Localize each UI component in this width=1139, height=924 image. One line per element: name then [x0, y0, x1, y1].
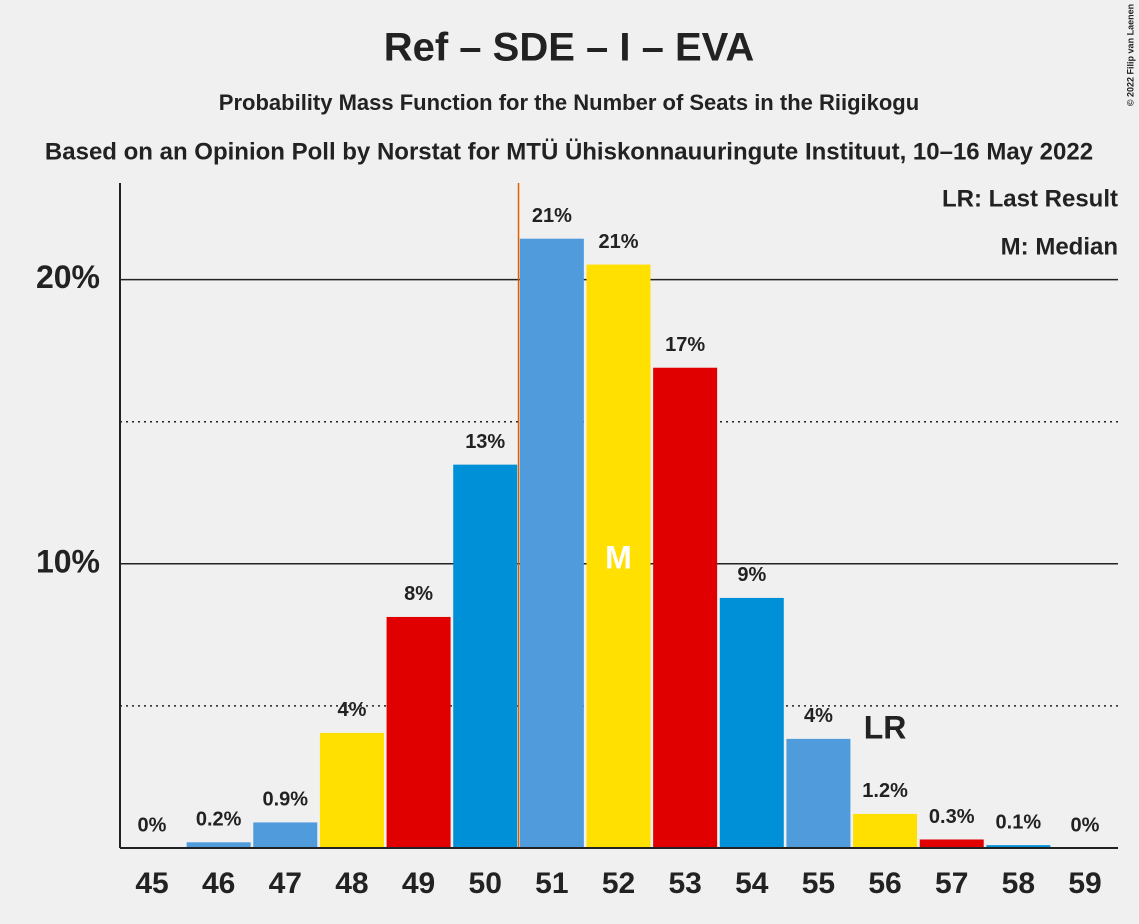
value-label: 0.9%	[262, 789, 308, 811]
bar	[186, 842, 251, 848]
x-tick-label: 45	[135, 867, 168, 900]
legend-entry: M: Median	[1001, 233, 1118, 260]
bar	[453, 464, 518, 848]
value-label: 1.2%	[862, 780, 908, 802]
x-tick-label: 49	[402, 867, 435, 900]
last-result-marker: LR	[864, 709, 907, 745]
x-tick-label: 57	[935, 867, 968, 900]
value-label: 0.1%	[996, 811, 1042, 833]
bar	[586, 264, 651, 848]
value-label: 4%	[337, 699, 366, 721]
value-label: 21%	[598, 231, 638, 253]
x-tick-label: 48	[335, 867, 368, 900]
x-tick-label: 58	[1002, 867, 1035, 900]
bar	[519, 238, 584, 848]
bar	[386, 616, 451, 848]
bar	[319, 732, 384, 848]
copyright: © 2022 Filip van Laenen	[1125, 4, 1135, 106]
x-tick-label: 52	[602, 867, 635, 900]
bar	[919, 839, 984, 848]
y-tick-label: 10%	[36, 543, 100, 579]
y-tick-label: 20%	[36, 259, 100, 295]
x-tick-label: 50	[469, 867, 502, 900]
chart-source: Based on an Opinion Poll by Norstat for …	[45, 138, 1093, 165]
x-tick-label: 51	[535, 867, 568, 900]
value-label: 13%	[465, 431, 505, 453]
median-marker: M	[605, 539, 632, 575]
x-tick-label: 47	[269, 867, 302, 900]
chart-title: Ref – SDE – I – EVA	[384, 26, 755, 70]
x-tick-label: 53	[668, 867, 701, 900]
legend-entry: LR: Last Result	[942, 185, 1118, 212]
x-tick-label: 54	[735, 867, 769, 900]
value-label: 0.3%	[929, 806, 975, 828]
value-label: 0%	[138, 814, 167, 836]
x-tick-label: 59	[1068, 867, 1101, 900]
value-label: 8%	[404, 583, 433, 605]
chart-subtitle: Probability Mass Function for the Number…	[219, 90, 919, 115]
x-tick-label: 46	[202, 867, 235, 900]
value-label: 17%	[665, 334, 705, 356]
x-tick-label: 56	[868, 867, 901, 900]
bar	[986, 845, 1051, 848]
bar	[853, 813, 918, 848]
value-label: 4%	[804, 705, 833, 727]
bar	[653, 367, 718, 848]
value-label: 21%	[532, 205, 572, 227]
value-label: 0.2%	[196, 809, 242, 831]
x-tick-label: 55	[802, 867, 835, 900]
value-label: 0%	[1071, 814, 1100, 836]
bar	[253, 822, 318, 848]
bar	[786, 738, 851, 848]
value-label: 9%	[737, 564, 766, 586]
bar	[719, 597, 784, 848]
